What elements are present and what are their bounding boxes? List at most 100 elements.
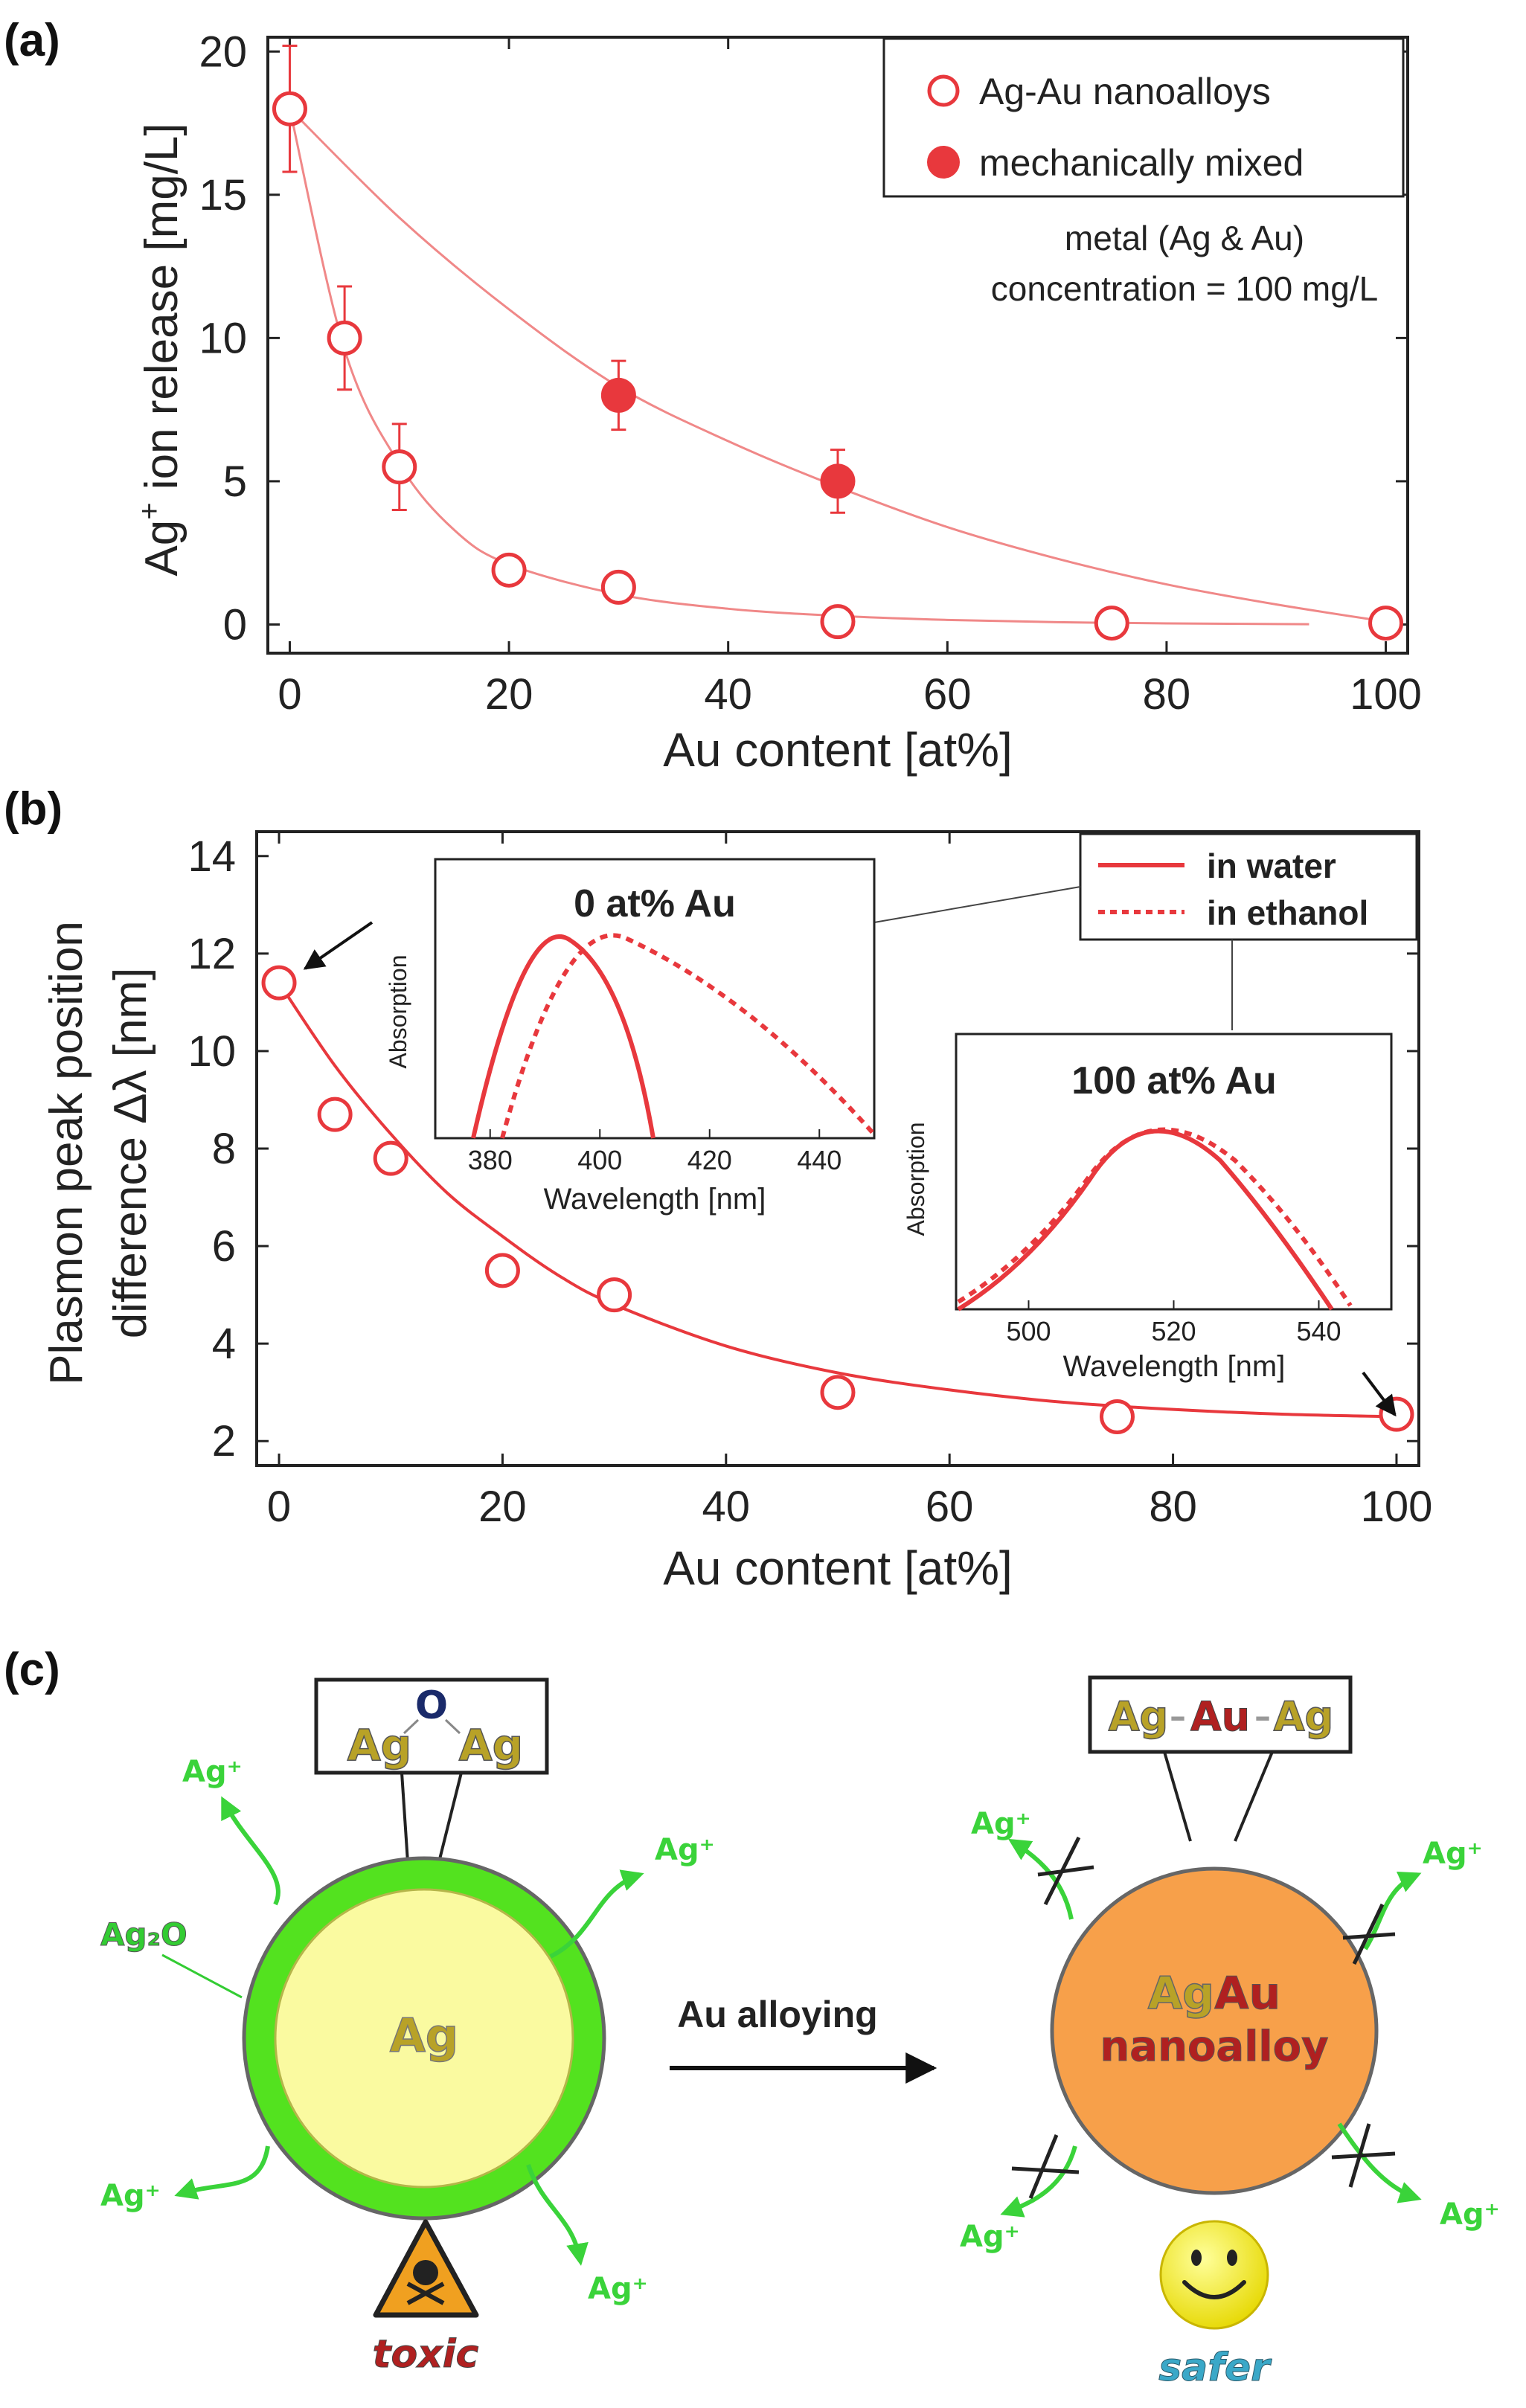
chart-a-x-axis-label: Au content [at%] (663, 723, 1013, 777)
agau-label: AgAu (1148, 1968, 1281, 2020)
legend-mechanically-mixed: mechanically mixed (979, 142, 1304, 184)
chartA-xtick-label-4: 80 (1143, 670, 1191, 719)
chartB-point-0-1 (317, 1097, 353, 1132)
chart-b-legend: in water in ethanol (1079, 832, 1418, 941)
chartB-point-0-0 (261, 965, 297, 1001)
inset1-water-curve (471, 934, 655, 1139)
inset1-tick-label-3: 440 (797, 1145, 841, 1175)
chartA-ytick-label-0: 0 (223, 600, 247, 649)
chartB-point-0-2 (373, 1140, 408, 1176)
block-cross-4a (1331, 2151, 1396, 2160)
ag-au-ag-box (1088, 1675, 1353, 1754)
inset1-tick-label-1: 400 (577, 1145, 622, 1175)
box-pointer-left (400, 1772, 409, 1863)
chartA-point-0-2 (382, 449, 417, 485)
chart-a-legend-box (882, 37, 1405, 198)
inset1-ethanol-curve (500, 933, 876, 1139)
box2-pointer-left (1163, 1751, 1192, 1842)
chartA-point-0-1 (327, 320, 362, 356)
box2-ag-left: Ag (1109, 1693, 1168, 1740)
chartA-ytick-label-4: 20 (199, 28, 247, 76)
chartB-ytick-label-2: 6 (212, 1222, 236, 1271)
inset1-y-label: Absorption (385, 955, 411, 1069)
au-alloying-label: Au alloying (677, 1994, 877, 2035)
agau-particle-body (1050, 1866, 1379, 2195)
chartB-ytick-label-1: 4 (212, 1320, 236, 1368)
arrow-to-last-point (1362, 1371, 1397, 1417)
toxic-label: toxic (373, 2332, 479, 2377)
chartA-point-0-6 (1094, 606, 1129, 641)
inset1-tick-label-0: 380 (468, 1145, 513, 1175)
ag-o-ag-box (314, 1677, 549, 1775)
box2-pointer-right (1234, 1751, 1274, 1842)
legend-in-ethanol: in ethanol (1207, 893, 1368, 932)
ion-label-4: Ag⁺ (588, 2272, 648, 2306)
blocked-ion-arrow-1 (1007, 1838, 1074, 1920)
inset2-tick-label-0: 500 (1006, 1316, 1051, 1346)
chartA-ytick-label-3: 15 (199, 171, 247, 219)
ion-arrow-1 (221, 1796, 280, 1906)
inset2-tick-label-2: 540 (1296, 1316, 1341, 1346)
box2-bond-right: – (1254, 1698, 1271, 1736)
chart-a-y-axis-label: Ag+ ion release [mg/L] (133, 123, 187, 576)
box-ag-left: Ag (347, 1720, 411, 1770)
blocked-ion-label-4: Ag⁺ (1440, 2197, 1500, 2232)
smiley-mouth (1182, 2280, 1246, 2299)
chart-a-annotation-line1: metal (Ag & Au) (1065, 219, 1304, 257)
blocked-ion-label-3: Ag⁺ (960, 2220, 1020, 2254)
inset2-frame (955, 1033, 1393, 1311)
blocked-ion-label-2: Ag⁺ (1423, 1837, 1483, 1871)
block-cross-3a (1011, 2166, 1080, 2174)
ag-core (274, 1888, 574, 2189)
skull-icon (413, 2260, 438, 2285)
chartA-xtick-label-1: 20 (485, 670, 533, 719)
block-cross-3b (1028, 2134, 1059, 2199)
legend-in-water: in water (1207, 847, 1336, 885)
chartB-xtick-label-4: 80 (1149, 1483, 1197, 1531)
chartB-point-0-4 (597, 1277, 632, 1313)
panel-a-label: (a) (4, 15, 60, 66)
chartB-ytick-label-0: 2 (212, 1417, 236, 1465)
blocked-ion-arrow-4 (1337, 2122, 1422, 2203)
chart-a-annotation-line2: concentration = 100 mg/L (991, 269, 1378, 308)
chartA-xtick-label-0: 0 (278, 670, 301, 719)
box-ag-right: Ag (459, 1720, 523, 1770)
box2-bond-left: – (1170, 1698, 1186, 1736)
legend-open-marker (927, 74, 960, 107)
chartB-xtick-label-2: 40 (702, 1483, 751, 1531)
agau-nanoalloy-particle: Ag – Au – Ag AgAu nanoalloy Ag⁺ Ag⁺ Ag⁺ … (960, 1675, 1500, 2391)
chartA-point-1-1 (820, 463, 856, 499)
chartA-point-0-7 (1368, 606, 1404, 641)
chartB-point-0-3 (484, 1253, 520, 1288)
chartB-xtick-label-1: 20 (478, 1483, 527, 1531)
inset1-frame (434, 858, 876, 1140)
chartB-point-0-6 (1099, 1399, 1135, 1434)
crossbone-2 (406, 2282, 445, 2305)
ion-label-2: Ag⁺ (655, 1833, 715, 1867)
inset1-title: 0 at% Au (574, 882, 736, 925)
blocked-ion-label-1: Ag⁺ (971, 1807, 1031, 1841)
smiley-face-icon (1159, 2220, 1269, 2330)
chart-b-y-axis-label-line1: Plasmon peak position (41, 921, 92, 1385)
box-oxygen: O (415, 1683, 448, 1728)
chartA-ytick-label-1: 5 (223, 457, 247, 506)
chartA-point-0-5 (820, 604, 856, 640)
smiley-eye-right (1227, 2250, 1237, 2266)
chartB-ytick-label-5: 12 (187, 930, 236, 978)
ion-label-1: Ag⁺ (182, 1755, 243, 1789)
chart-a-frame (266, 36, 1409, 655)
arrow-to-first-point (303, 921, 374, 970)
bond-right (444, 1718, 461, 1735)
box2-au: Au (1190, 1693, 1250, 1740)
box-pointer-right (437, 1772, 463, 1863)
chartA-ytick-label-2: 10 (199, 314, 247, 362)
chartB-point-0-5 (820, 1375, 856, 1410)
smiley-eye-left (1191, 2250, 1202, 2266)
inset2-ethanol-curve (957, 1127, 1353, 1307)
chart-b: 0 20 40 60 80 100 2 4 6 8 10 12 14 (187, 830, 1432, 1531)
bond-left (403, 1718, 420, 1735)
panel-c-label: (c) (4, 1644, 60, 1695)
inset2-title: 100 at% Au (1071, 1059, 1277, 1102)
chartA-point-0-0 (272, 91, 307, 126)
